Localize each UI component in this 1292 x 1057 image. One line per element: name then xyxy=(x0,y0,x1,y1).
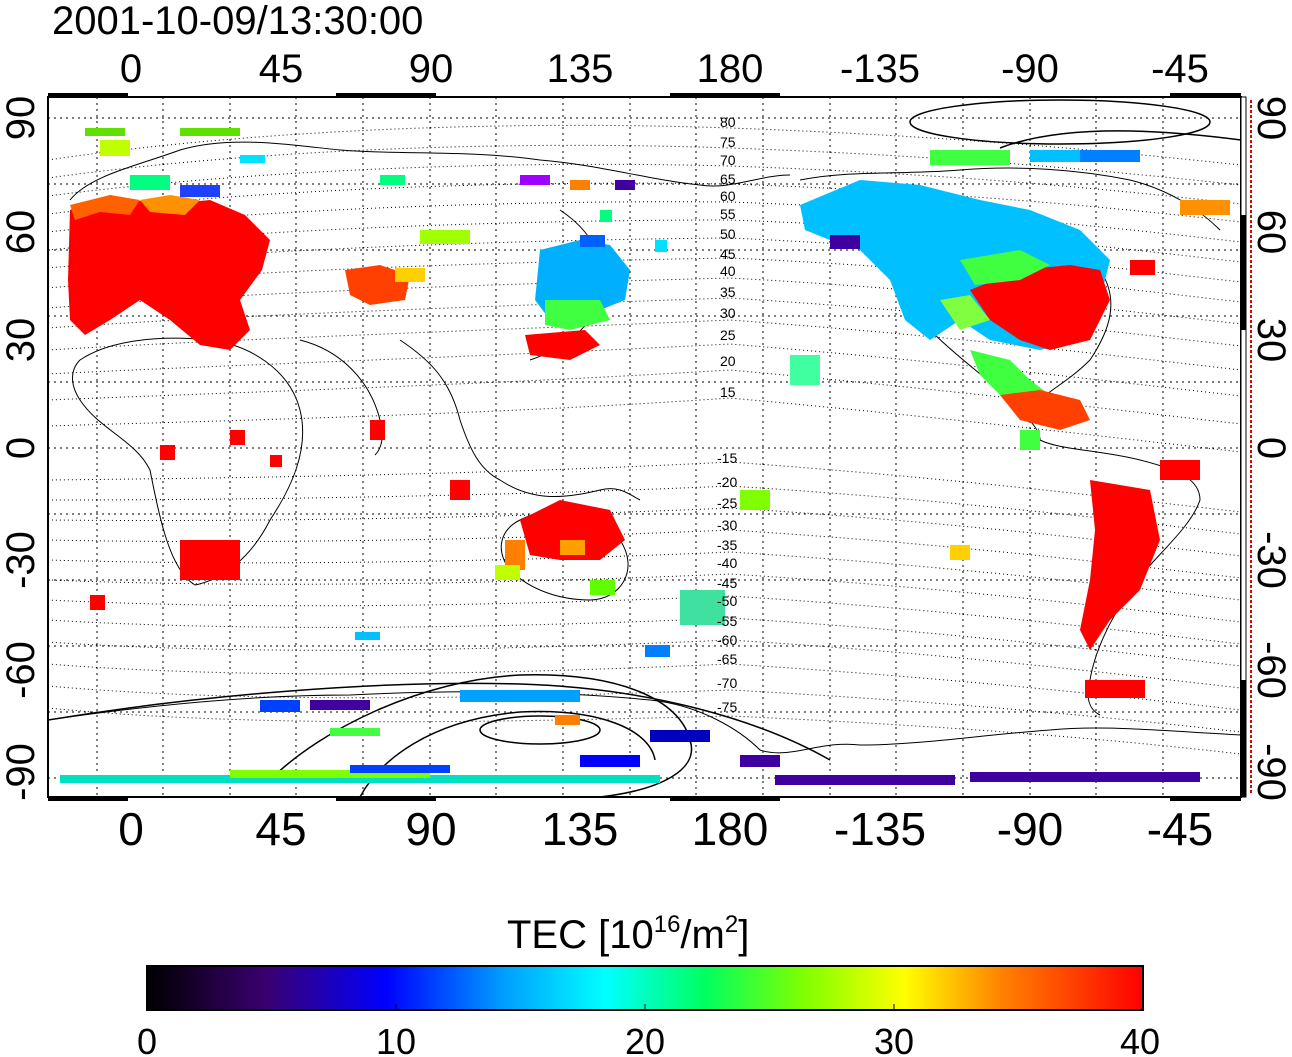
top-lon-tick: 90 xyxy=(409,47,454,91)
colorbar-tick-labels: 0 10 20 30 40 xyxy=(137,1021,1160,1057)
top-lon-tick: 0 xyxy=(120,47,142,91)
tec-data-cells xyxy=(60,128,1230,785)
bottom-longitude-ticks: 0 45 90 135 180 -135 -90 -45 xyxy=(118,803,1213,855)
contour-label: 65 xyxy=(720,171,736,187)
top-longitude-ticks: 0 45 90 135 180 -135 -90 -45 xyxy=(120,47,1209,91)
top-lon-tick: -45 xyxy=(1151,47,1209,91)
colorbar-title-mid: /m xyxy=(680,913,724,957)
left-lat-tick: 60 xyxy=(0,210,43,255)
left-lat-tick: -60 xyxy=(0,641,43,699)
contour-labels-south: -15 -20 -25 -30 -35 -40 -45 -50 -55 -60 -65 -70 -75 xyxy=(717,450,737,715)
right-lat-tick: 60 xyxy=(1249,210,1292,255)
colorbar-tick-label: 30 xyxy=(874,1021,914,1057)
top-lon-tick: 135 xyxy=(547,47,614,91)
bottom-lon-tick: -135 xyxy=(834,803,926,855)
contour-label: -30 xyxy=(717,517,737,533)
contour-label: -50 xyxy=(717,593,737,609)
contour-label: 75 xyxy=(720,134,736,150)
left-lat-tick: -90 xyxy=(0,743,43,801)
map-title: 2001-10-09/13:30:00 xyxy=(52,0,423,43)
colorbar-title-exp2: 2 xyxy=(725,911,738,938)
colorbar xyxy=(146,965,1144,1011)
contour-label: 40 xyxy=(720,263,736,279)
right-lat-tick: 90 xyxy=(1249,96,1292,141)
colorbar-tick-label: 0 xyxy=(137,1021,157,1057)
contour-label: -20 xyxy=(717,474,737,490)
top-lon-tick: -90 xyxy=(1001,47,1059,91)
left-latitude-ticks: 90 60 30 0 -30 -60 -90 xyxy=(0,96,43,801)
right-lat-tick: -30 xyxy=(1249,531,1292,589)
colorbar-title-main: TEC [10 xyxy=(507,913,654,957)
colorbar-title-exp1: 16 xyxy=(654,911,681,938)
bottom-lon-tick: 135 xyxy=(542,803,619,855)
left-lat-tick: -30 xyxy=(0,531,43,589)
contour-label: 60 xyxy=(720,188,736,204)
contour-label: -40 xyxy=(717,555,737,571)
right-lat-tick: -90 xyxy=(1249,743,1292,801)
colorbar-tick-label: 20 xyxy=(625,1021,665,1057)
contour-label: -60 xyxy=(717,632,737,648)
contour-label: -25 xyxy=(717,495,737,511)
colorbar-title-end: ] xyxy=(738,913,749,957)
contour-label: -75 xyxy=(717,699,737,715)
left-lat-tick: 90 xyxy=(0,96,43,141)
right-latitude-ticks: 90 60 30 0 -30 -60 -90 xyxy=(1249,96,1292,801)
contour-label: -70 xyxy=(717,675,737,691)
colorbar-title: TEC [1016/m2] xyxy=(507,911,749,957)
contour-label: -15 xyxy=(717,450,737,466)
contour-label: -55 xyxy=(717,613,737,629)
left-lat-tick: 0 xyxy=(0,437,43,459)
top-lon-tick: -135 xyxy=(840,47,920,91)
contour-label: -35 xyxy=(717,537,737,553)
colorbar-ticks xyxy=(395,1004,895,1010)
contour-label: 30 xyxy=(720,305,736,321)
right-lat-tick: -60 xyxy=(1249,641,1292,699)
contour-label: 55 xyxy=(720,206,736,222)
bottom-lon-tick: 45 xyxy=(255,803,306,855)
contour-label: 35 xyxy=(720,284,736,300)
right-lat-tick: 30 xyxy=(1249,318,1292,363)
contour-label: 70 xyxy=(720,152,736,168)
top-lon-tick: 180 xyxy=(697,47,764,91)
colorbar-tick-label: 40 xyxy=(1120,1021,1160,1057)
bottom-lon-tick: 0 xyxy=(118,803,144,855)
contour-label: 50 xyxy=(720,226,736,242)
contour-label: 25 xyxy=(720,327,736,343)
top-lon-tick: 45 xyxy=(259,47,304,91)
contour-label: 80 xyxy=(720,114,736,130)
left-lat-tick: 30 xyxy=(0,318,43,363)
contour-label: -45 xyxy=(717,575,737,591)
right-lat-tick: 0 xyxy=(1249,437,1292,459)
colorbar-tick-label: 10 xyxy=(376,1021,416,1057)
bottom-lon-tick: 90 xyxy=(405,803,456,855)
contour-label: -65 xyxy=(717,651,737,667)
bottom-lon-tick: -45 xyxy=(1147,803,1213,855)
bottom-lon-tick: -90 xyxy=(997,803,1063,855)
contour-label: 45 xyxy=(720,246,736,262)
contour-label: 15 xyxy=(720,384,736,400)
contour-label: 20 xyxy=(720,353,736,369)
bottom-lon-tick: 180 xyxy=(692,803,769,855)
map-frame xyxy=(47,96,1242,798)
frame-border-marks xyxy=(48,93,1252,801)
